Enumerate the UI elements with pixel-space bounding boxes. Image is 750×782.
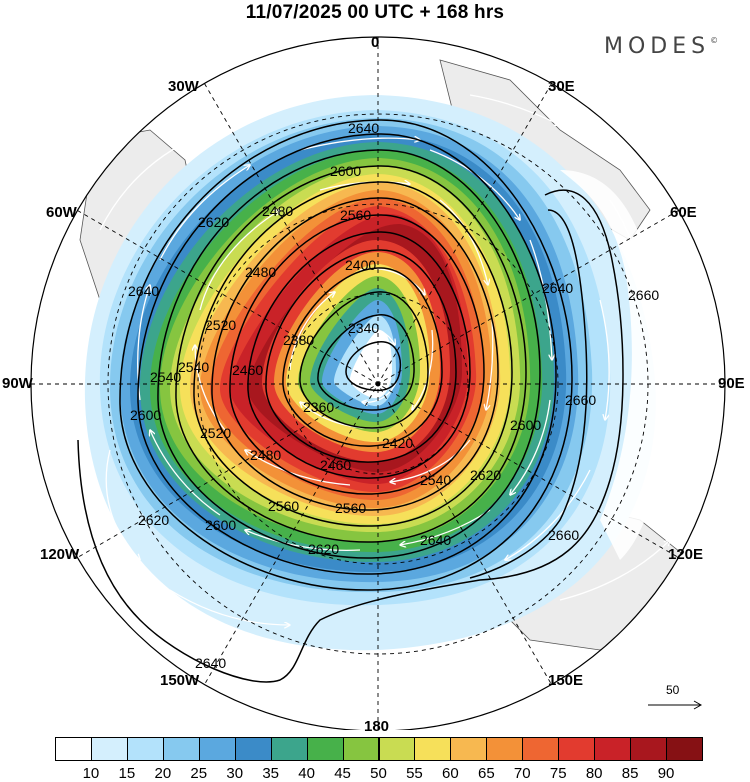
contour-label-2560-lower-left: 2560 [268, 498, 299, 514]
lon-label-60e: 60E [670, 204, 697, 221]
contour-label-2660-southeast: 2660 [548, 527, 579, 543]
contour-label-2600-lower: 2600 [205, 517, 236, 533]
contour-label-2640-bottom: 2640 [195, 655, 226, 671]
colorbar-swatch [162, 737, 200, 761]
polar-map: 2640 2600 2560 2480 2620 2400 2480 2520 … [30, 36, 726, 730]
colorbar-tick-label: 25 [190, 765, 208, 782]
colorbar-swatch [630, 737, 668, 761]
lon-label-30e: 30E [548, 78, 575, 95]
contour-label-2600-right: 2600 [510, 417, 541, 433]
contour-label-2360: 2360 [303, 399, 334, 415]
contour-label-2660-right: 2660 [565, 392, 596, 408]
contour-label-2640-left: 2640 [128, 283, 159, 299]
lon-label-60w: 60W [46, 204, 77, 221]
contour-label-2480-upper: 2480 [262, 203, 293, 219]
colorbar-tick-label: 30 [226, 765, 244, 782]
colorbar: 10 15 20 25 30 35 40 45 50 55 60 65 70 75 80 85 90 [55, 737, 703, 782]
colorbar-tick-label: 60 [442, 765, 459, 782]
colorbar-tick-label: 85 [621, 765, 639, 782]
lon-label-0: 0 [371, 34, 380, 51]
colorbar-tick-label: 75 [549, 765, 567, 782]
lon-label-30w: 30W [168, 78, 199, 95]
contour-label-2620-right: 2620 [470, 467, 501, 483]
contour-label-2600-top: 2600 [330, 163, 361, 179]
colorbar-swatch [198, 737, 236, 761]
pole-marker [375, 381, 381, 387]
colorbar-swatch [126, 737, 164, 761]
contour-label-2620-lower: 2620 [308, 541, 339, 557]
contour-label-2560-top: 2560 [340, 207, 371, 223]
colorbar-swatch [414, 737, 452, 761]
lon-label-150e: 150E [548, 672, 584, 689]
colorbar-swatch [522, 737, 560, 761]
modes-logo: MODES© [604, 34, 719, 59]
contour-label-2640-right: 2640 [542, 280, 573, 296]
colorbar-swatch [594, 737, 632, 761]
colorbar-swatch [558, 737, 596, 761]
contour-label-2540-b: 2540 [150, 369, 181, 385]
contour-label-2640-lower: 2640 [420, 532, 451, 548]
colorbar-tick-label: 80 [585, 765, 603, 782]
contour-label-2460-lower: 2460 [320, 457, 351, 473]
reference-vector-label: 50 [666, 683, 680, 697]
lon-label-120w: 120W [40, 546, 80, 563]
lon-label-180: 180 [364, 718, 390, 735]
lon-label-90e: 90E [718, 375, 745, 392]
contour-label-2400: 2400 [345, 257, 376, 273]
colorbar-tick-label: 70 [513, 765, 531, 782]
colorbar-tick-label: 20 [154, 765, 172, 782]
reference-arrow-icon [648, 700, 703, 710]
contour-label-2640-top: 2640 [348, 120, 379, 136]
colorbar-tick-label: 90 [657, 765, 675, 782]
contour-labels: 2640 2600 2560 2480 2620 2400 2480 2520 … [128, 120, 659, 671]
reference-vector: 50 [648, 683, 708, 713]
colorbar-tick-label: 35 [262, 765, 279, 782]
contour-label-2660-east: 2660 [628, 287, 659, 303]
colorbar-swatch [450, 737, 488, 761]
colorbar-tick-label: 15 [118, 765, 136, 782]
colorbar-tick-label: 40 [298, 765, 315, 782]
colorbar-tick-label: 45 [334, 765, 351, 782]
colorbar-tick-label: 65 [477, 765, 495, 782]
contour-label-2340: 2340 [348, 320, 379, 336]
colorbar-swatch [342, 737, 380, 761]
contour-label-2560-lower: 2560 [335, 500, 366, 516]
colorbar-swatch [306, 737, 344, 761]
map-title: 11/07/2025 00 UTC + 168 hrs [245, 2, 505, 23]
contour-label-2480-lower: 2480 [250, 447, 281, 463]
lon-label-90w: 90W [2, 375, 33, 392]
lon-label-120e: 120E [668, 546, 704, 563]
contour-label-2460-left: 2460 [232, 362, 263, 378]
colorbar-swatch [55, 737, 92, 761]
colorbar-swatch [486, 737, 524, 761]
contour-label-2620-left: 2620 [198, 214, 229, 230]
contour-label-2480-mid: 2480 [245, 264, 276, 280]
contour-label-2600-left: 2600 [130, 407, 161, 423]
contour-label-2420: 2420 [382, 435, 413, 451]
contour-label-2380: 2380 [283, 332, 314, 348]
colorbar-swatch [234, 737, 272, 761]
colorbar-swatch [270, 737, 308, 761]
colorbar-tick-label: 10 [82, 765, 100, 782]
contour-label-2520-lower: 2520 [200, 425, 231, 441]
colorbar-swatch [378, 737, 416, 761]
colorbar-tick-label: 55 [406, 765, 423, 782]
colorbar-swatch [90, 737, 128, 761]
contour-label-2540: 2540 [178, 359, 209, 375]
height-contours [77, 119, 624, 683]
contour-label-2620-lower-left: 2620 [138, 512, 169, 528]
colorbar-tick-label: 50 [370, 765, 387, 782]
map-boundary [30, 36, 726, 730]
contour-label-2540-lower: 2540 [420, 472, 451, 488]
lon-label-150w: 150W [160, 672, 200, 689]
contour-label-2520-left: 2520 [205, 317, 236, 333]
colorbar-swatch [666, 737, 703, 761]
